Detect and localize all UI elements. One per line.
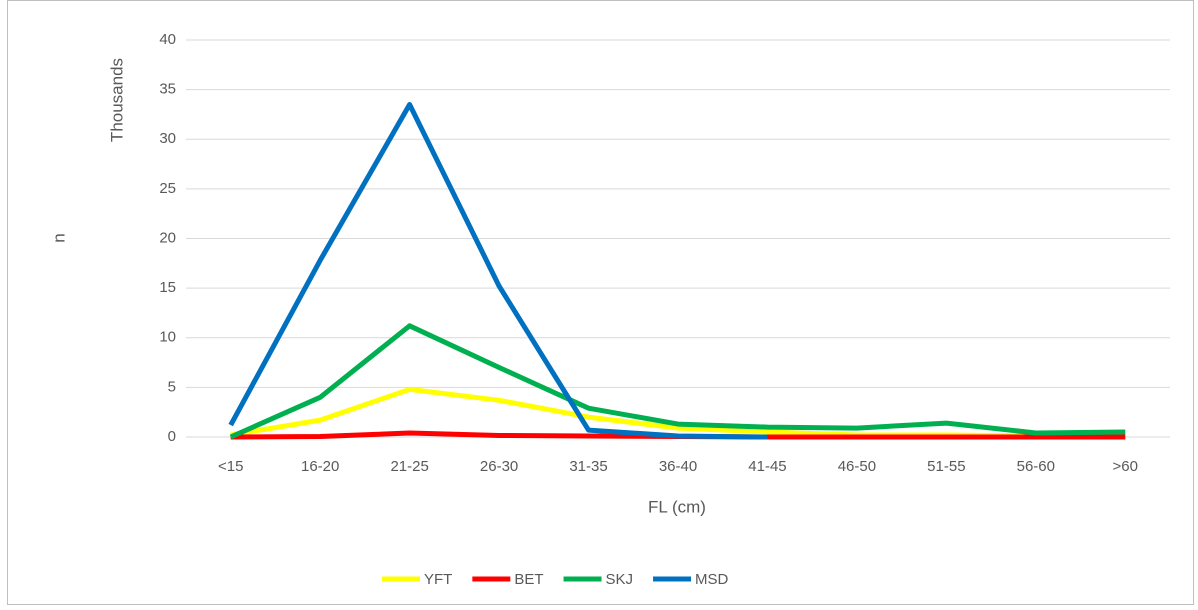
chart-frame (7, 0, 1194, 605)
legend-label: SKJ (606, 571, 634, 588)
x-tick-label: >60 (1113, 458, 1138, 475)
legend-label: YFT (424, 571, 452, 588)
series-line (229, 323, 1126, 440)
x-tick-label: 41-45 (748, 458, 786, 475)
series-line (228, 102, 768, 440)
x-tick-label: 56-60 (1017, 458, 1055, 475)
x-tick-label: 21-25 (390, 458, 428, 475)
x-axis-label: FL (cm) (648, 497, 706, 516)
legend-label: BET (514, 571, 543, 588)
y-tick-label: 25 (159, 180, 176, 197)
y-tick-label: 15 (159, 279, 176, 296)
x-tick-label: 31-35 (569, 458, 607, 475)
x-tick-label: 26-30 (480, 458, 518, 475)
y-axis-label: n (49, 233, 68, 242)
y-unit-label: Thousands (107, 58, 126, 142)
y-tick-label: 35 (159, 81, 176, 98)
y-tick-label: 0 (168, 428, 176, 445)
x-tick-label: <15 (218, 458, 243, 475)
x-tick-label: 36-40 (659, 458, 697, 475)
y-tick-label: 5 (168, 378, 176, 395)
y-tick-label: 30 (159, 130, 176, 147)
x-tick-label: 46-50 (838, 458, 876, 475)
legend-label: MSD (695, 571, 729, 588)
y-tick-label: 20 (159, 229, 176, 246)
x-tick-label: 16-20 (301, 458, 339, 475)
y-tick-label: 40 (159, 31, 176, 48)
x-tick-label: 51-55 (927, 458, 965, 475)
y-tick-label: 10 (159, 329, 176, 346)
